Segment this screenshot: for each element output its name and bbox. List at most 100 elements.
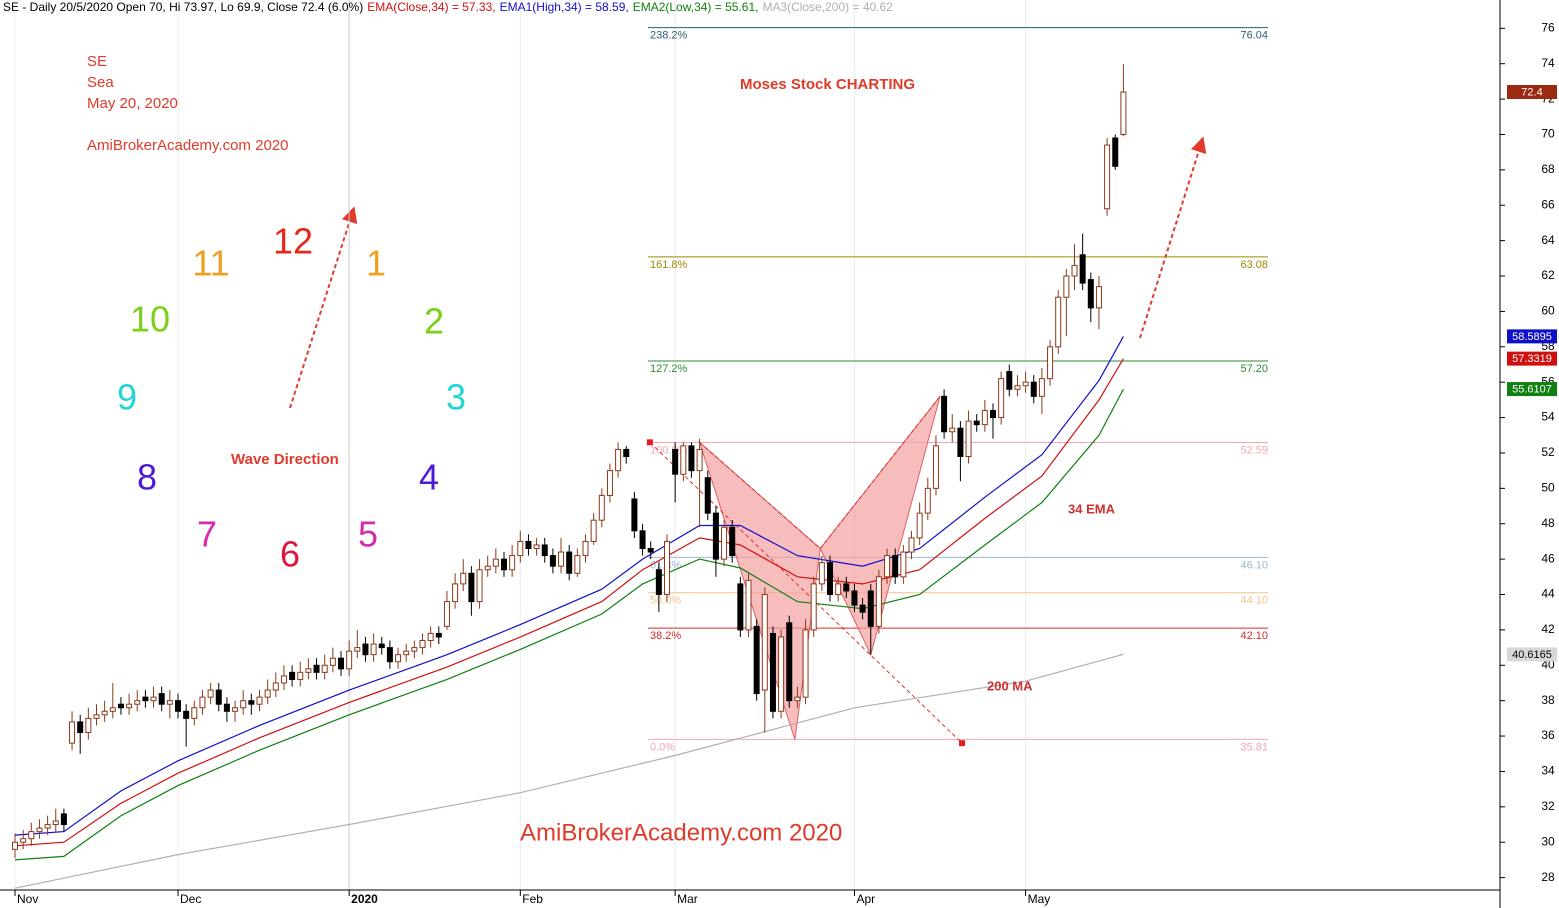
candle-body <box>313 664 320 673</box>
candle-body <box>712 512 719 560</box>
wave-arrow <box>289 206 358 409</box>
candle-body <box>704 477 711 514</box>
fib-value-label: 63.08 <box>1240 259 1268 271</box>
candle-body <box>101 710 108 716</box>
header-segment: EMA1(High,34) = 58.59, <box>500 0 629 14</box>
annotation: Moses Stock CHARTING <box>740 76 915 93</box>
y-tick-label: 36 <box>1541 728 1555 742</box>
candle-body <box>1022 381 1029 387</box>
candle-body <box>264 689 271 698</box>
candle-body <box>867 590 874 627</box>
candle-body <box>1071 264 1078 277</box>
candle-body <box>109 707 116 712</box>
chart-header: SE - Daily 20/5/2020 Open 70, Hi 73.97, … <box>3 0 893 14</box>
candle-body <box>1006 371 1013 390</box>
value-badge <box>1507 85 1557 100</box>
candle-body <box>492 558 499 567</box>
candle-body <box>916 512 923 539</box>
header-segment: SE - Daily 20/5/2020 Open 70, Hi 73.97, … <box>3 0 363 14</box>
clock-label: 11 <box>192 243 229 284</box>
clock-label: 10 <box>130 299 170 340</box>
pattern-marker <box>959 740 966 747</box>
candle-body <box>664 540 670 596</box>
value-badge-label: 58.5895 <box>1512 331 1552 343</box>
fib-value-label: 52.59 <box>1240 444 1268 456</box>
header-segment: EMA(Close,34) = 57.33, <box>367 0 495 14</box>
value-badge-label: 57.3319 <box>1512 353 1552 365</box>
candle-body <box>949 427 956 433</box>
annotation: 34 EMA <box>1068 501 1116 516</box>
value-badge <box>1507 351 1557 366</box>
candle-body <box>753 625 760 695</box>
candle-body <box>778 636 785 712</box>
candle-body <box>932 445 939 489</box>
x-tick-label: May <box>1028 892 1051 906</box>
clock-label: 2 <box>424 301 444 342</box>
y-tick-label: 30 <box>1541 834 1555 848</box>
candle-body <box>435 632 442 638</box>
candle-body <box>745 579 752 631</box>
candle-body <box>623 448 630 458</box>
candle-body <box>884 555 891 578</box>
fib-value-label: 35.81 <box>1240 741 1268 753</box>
candle-body <box>1055 296 1062 348</box>
ma-line <box>14 336 1124 836</box>
candle-body <box>786 622 793 702</box>
candle-body <box>362 643 369 656</box>
candle-body <box>305 668 312 673</box>
candle-body <box>794 696 801 702</box>
candle-body <box>346 650 353 670</box>
candle-body <box>1087 279 1094 309</box>
candle-body <box>289 671 296 680</box>
candle-body <box>957 427 964 458</box>
candle-body <box>655 569 662 596</box>
candle-body <box>574 555 581 574</box>
candle-body <box>501 558 507 571</box>
clock-label: 1 <box>366 243 386 284</box>
candle-body <box>558 551 565 567</box>
clock-label: 3 <box>446 377 466 418</box>
candle-body <box>729 526 736 557</box>
pattern-dashed-line <box>649 441 963 744</box>
y-tick-label: 62 <box>1541 268 1555 282</box>
candle-body <box>36 827 43 833</box>
y-tick-label: 74 <box>1541 56 1555 70</box>
candle-body <box>696 448 703 472</box>
candle-body <box>965 420 972 458</box>
candle-body <box>452 583 459 603</box>
candle-body <box>329 657 336 666</box>
annotation: SE <box>87 53 107 70</box>
candle-body <box>468 572 475 603</box>
fib-label: 127.2% <box>650 363 688 375</box>
candle-body <box>639 530 646 550</box>
candle-body <box>427 632 434 642</box>
fib-value-label: 44.10 <box>1240 595 1268 607</box>
value-badge <box>1507 647 1557 662</box>
candle-body <box>411 647 418 652</box>
candle-body <box>150 696 157 702</box>
candle-body <box>541 544 548 557</box>
candle-body <box>647 548 654 553</box>
pattern-dashed-line <box>819 396 941 549</box>
candle-body <box>606 470 613 496</box>
ma-line <box>14 358 1124 847</box>
x-tick-label: Mar <box>677 892 698 906</box>
y-tick-label: 38 <box>1541 693 1555 707</box>
candle-body <box>395 654 402 663</box>
candle-body <box>737 583 744 631</box>
candle-body <box>827 562 833 596</box>
candle-body <box>126 703 133 709</box>
candle-body <box>582 540 589 557</box>
candle-body <box>52 820 59 826</box>
candle-body <box>403 650 410 656</box>
ma-line <box>14 653 1124 889</box>
candle-body <box>875 576 882 627</box>
candle-body <box>248 700 255 705</box>
y-tick-label: 32 <box>1541 799 1555 813</box>
candle-body <box>590 519 597 542</box>
candle-body <box>370 643 377 656</box>
clock-label: 9 <box>117 377 137 418</box>
y-tick-label: 76 <box>1541 20 1555 34</box>
candle-body <box>973 420 980 426</box>
